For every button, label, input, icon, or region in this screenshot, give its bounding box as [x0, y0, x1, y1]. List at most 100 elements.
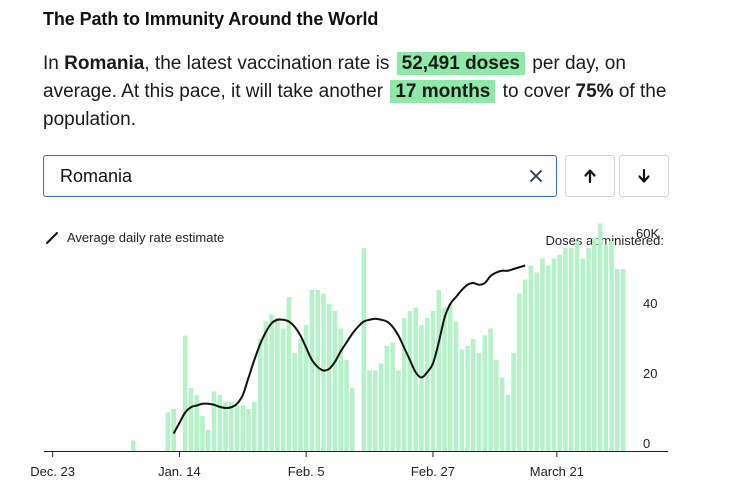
daily-dose-bar: [540, 258, 545, 451]
daily-dose-bar: [252, 402, 257, 451]
daily-dose-bar: [574, 241, 580, 451]
daily-dose-bar: [223, 402, 228, 451]
daily-dose-bar: [528, 265, 534, 451]
duration-highlight: 17 months: [390, 80, 496, 103]
y-tick-label: 20: [643, 366, 657, 381]
daily-dose-bar: [551, 258, 557, 451]
daily-dose-bar: [447, 304, 453, 451]
daily-dose-bar: [332, 311, 338, 451]
daily-dose-bar: [275, 318, 280, 451]
daily-dose-bar: [338, 328, 344, 451]
daily-dose-bar: [131, 440, 136, 451]
daily-dose-bar: [459, 349, 465, 451]
average-rate-line: [172, 264, 526, 434]
vaccination-summary: In Romania, the latest vaccination rate …: [43, 52, 667, 130]
daily-dose-bar: [505, 395, 511, 451]
daily-dose-bar: [471, 339, 476, 451]
daily-dose-bar: [453, 321, 459, 451]
daily-dose-bar: [534, 272, 539, 451]
arrow-up-icon: [584, 169, 596, 184]
page-title: The Path to Immunity Around the World: [43, 9, 379, 29]
daily-dose-bar: [211, 391, 217, 451]
y-tick-label: 40: [643, 296, 657, 311]
daily-dose-bar: [303, 325, 309, 451]
daily-dose-bar: [615, 269, 620, 451]
daily-dose-bar: [401, 318, 407, 451]
daily-dose-bar: [407, 311, 413, 451]
daily-dose-bar: [620, 269, 626, 451]
daily-dose-bar: [321, 293, 326, 451]
daily-dose-bar: [442, 307, 447, 451]
daily-dose-bar: [482, 335, 488, 451]
y-tick-label: 60K: [636, 226, 659, 241]
daily-dose-bar: [171, 409, 176, 451]
chart-legend: Average daily rate estimate: [45, 230, 224, 245]
daily-dose-bar: [240, 405, 246, 451]
daily-dose-bar: [309, 290, 315, 451]
country-search-input[interactable]: [60, 156, 500, 196]
daily-dose-bar: [194, 395, 199, 451]
daily-dose-bar: [205, 430, 211, 451]
x-tick-label: March 21: [530, 464, 584, 479]
daily-dose-bar: [188, 388, 194, 451]
daily-dose-bar: [517, 293, 522, 451]
daily-dose-bar: [499, 377, 505, 451]
daily-dose-bar: [367, 370, 372, 451]
daily-dose-bar: [545, 265, 551, 451]
line-legend-icon: [46, 231, 58, 244]
daily-dose-bar: [563, 248, 568, 451]
daily-dose-bar: [344, 360, 349, 451]
daily-dose-bar: [580, 258, 586, 451]
daily-dose-bar: [182, 335, 188, 451]
daily-dose-bar: [436, 290, 441, 451]
clear-search-button[interactable]: [526, 166, 546, 186]
next-country-button[interactable]: [619, 155, 669, 197]
daily-dose-bar: [373, 370, 378, 451]
daily-dose-bar: [557, 255, 563, 451]
daily-dose-bar: [494, 360, 499, 451]
country-name: Romania: [64, 53, 145, 74]
daily-dose-bar: [430, 311, 436, 451]
daily-dose-bar: [424, 318, 430, 451]
x-tick-label: Dec. 23: [30, 464, 75, 479]
doses-highlight: 52,491 doses: [396, 52, 525, 75]
country-search-box: [43, 155, 557, 197]
daily-dose-bar: [476, 353, 482, 451]
daily-dose-bar: [413, 307, 418, 451]
daily-dose-bar: [315, 290, 320, 451]
daily-dose-bar: [488, 328, 493, 451]
coverage-percent: 75%: [575, 81, 614, 102]
daily-dose-bar: [609, 241, 614, 451]
daily-dose-bar: [586, 248, 591, 451]
daily-dose-bar: [396, 370, 401, 451]
daily-dose-bar: [257, 339, 263, 451]
daily-dose-bar: [280, 328, 286, 451]
daily-dose-bar: [269, 314, 274, 451]
close-icon: [530, 170, 542, 182]
legend-line-label: Average daily rate estimate: [67, 230, 225, 245]
arrow-down-icon: [638, 168, 650, 183]
daily-dose-bar: [298, 339, 303, 451]
daily-dose-bar: [326, 304, 332, 451]
daily-dose-bar: [378, 363, 384, 451]
daily-dose-bar: [419, 325, 424, 451]
daily-dose-bar: [384, 346, 390, 451]
daily-dose-bar: [234, 405, 240, 451]
daily-dose-bar: [603, 244, 609, 451]
daily-dose-bar: [511, 353, 516, 451]
previous-country-button[interactable]: [565, 155, 615, 197]
daily-dose-bar: [522, 279, 528, 451]
daily-dose-bar: [390, 342, 395, 451]
daily-dose-bar: [568, 248, 574, 451]
daily-dose-bar: [361, 248, 367, 451]
daily-dose-bar: [592, 237, 597, 451]
daily-dose-bar: [165, 412, 171, 451]
daily-dose-bar: [350, 388, 355, 451]
y-tick-label: 0: [643, 436, 650, 451]
x-tick-label: Jan. 14: [158, 464, 201, 479]
daily-dose-bar: [229, 402, 234, 451]
x-tick-label: Feb. 5: [288, 464, 325, 479]
daily-dose-bar: [465, 346, 470, 451]
daily-dose-bar: [246, 409, 251, 451]
